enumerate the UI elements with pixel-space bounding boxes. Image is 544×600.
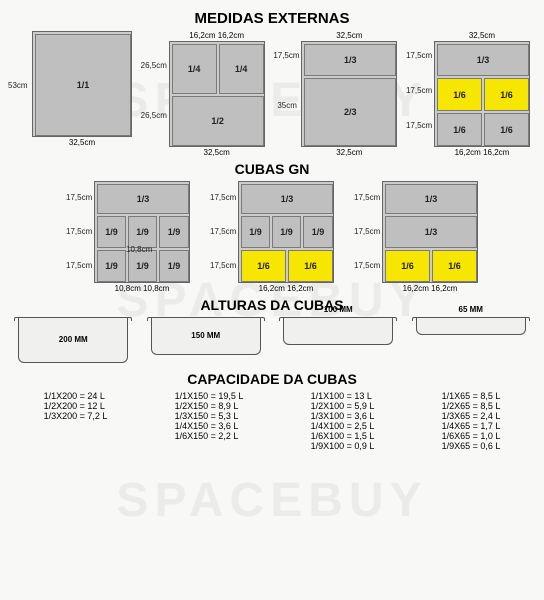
main-content: MEDIDAS EXTERNAS 1/1 53cm 32,5cm 16,2cm …	[0, 0, 544, 459]
title-externas: MEDIDAS EXTERNAS	[10, 10, 534, 27]
capacity-line: 1/4X65 = 1,7 L	[442, 421, 501, 431]
capacity-line: 1/2X150 = 8,9 L	[175, 401, 244, 411]
gn-cell-1-4: 1/4	[219, 44, 264, 94]
gn-cell-1-3: 1/3	[304, 44, 396, 76]
capacity-line: 1/3X150 = 5,3 L	[175, 411, 244, 421]
capacity-line: 1/2X200 = 12 L	[44, 401, 108, 411]
capacity-line: 1/6X150 = 2,2 L	[175, 431, 244, 441]
capacity-line: 1/6X100 = 1,5 L	[311, 431, 375, 441]
gn-cell-1-3: 1/3	[437, 44, 529, 76]
gn-cell-1-9: 1/9	[241, 216, 270, 248]
capacity-line: 1/4X150 = 3,6 L	[175, 421, 244, 431]
gn-cell-1-6: 1/6	[288, 250, 333, 282]
gn-cell-1-9: 1/9	[97, 250, 126, 282]
cubas-block-1: 1/31/91/91/91/91/91/9 17,5cm 17,5cm 17,5…	[66, 181, 190, 293]
gn-cell-1-3: 1/3	[385, 184, 477, 214]
capacity-line: 1/6X65 = 1,0 L	[442, 431, 501, 441]
gn-cell-1-3: 1/3	[241, 184, 333, 214]
capacity-line: 1/1X65 = 8,5 L	[442, 391, 501, 401]
externas-row: 1/1 53cm 32,5cm 16,2cm 16,2cm 1/41/41/2 …	[10, 31, 534, 157]
cap-col-1: 1/1X200 = 24 L1/2X200 = 12 L1/3X200 = 7,…	[44, 391, 108, 451]
cap-col-2: 1/1X150 = 19,5 L1/2X150 = 8,9 L1/3X150 =…	[175, 391, 244, 451]
ext-block-4: 32,5cm 1/31/61/61/61/6 17,5cm 17,5cm 17,…	[406, 31, 534, 157]
capacity-line: 1/3X100 = 3,6 L	[311, 411, 375, 421]
title-alturas: ALTURAS DA CUBAS	[10, 297, 534, 313]
gn-cell-1-9: 1/9	[128, 216, 157, 248]
gn-cell-1-9: 1/9	[128, 250, 157, 282]
capacity-line: 1/1X150 = 19,5 L	[175, 391, 244, 401]
cap-col-4: 1/1X65 = 8,5 L1/2X65 = 8,5 L1/3X65 = 2,4…	[442, 391, 501, 451]
gn-cell-1-9: 1/9	[272, 216, 301, 248]
gn-cell-1-6: 1/6	[385, 250, 430, 282]
cubas-block-2: 1/31/91/91/91/61/6 17,5cm 17,5cm 17,5cm …	[210, 181, 334, 293]
depth-200-MM: 200 MM	[18, 317, 128, 363]
capacity-line: 1/3X65 = 2,4 L	[442, 411, 501, 421]
gn-cell-1-6: 1/6	[437, 78, 482, 111]
capacity-line: 1/2X65 = 8,5 L	[442, 401, 501, 411]
ext-block-2: 16,2cm 16,2cm 1/41/41/2 26,5cm 26,5cm 32…	[141, 31, 265, 157]
ext-block-1: 1/1 53cm 32,5cm	[10, 31, 132, 157]
capacity-line: 1/3X200 = 7,2 L	[44, 411, 108, 421]
gn-cell-1-1: 1/1	[35, 34, 131, 136]
capacity-line: 1/2X100 = 5,9 L	[311, 401, 375, 411]
depth-65-MM: 65 MM	[416, 317, 526, 335]
capacity-line: 1/9X65 = 0,6 L	[442, 441, 501, 451]
gn-cell-1-6: 1/6	[432, 250, 477, 282]
gn-cell-1-3: 1/3	[385, 216, 477, 248]
gn-cell-1-6: 1/6	[241, 250, 286, 282]
gn-cell-1-9: 1/9	[159, 250, 189, 282]
gn-cell-2-3: 2/3	[304, 78, 396, 146]
cap-col-3: 1/1X100 = 13 L1/2X100 = 5,9 L1/3X100 = 3…	[311, 391, 375, 451]
gn-cell-1-2: 1/2	[172, 96, 264, 146]
alturas-row: 200 MM 150 MM 100 MM 65 MM	[10, 317, 534, 369]
cubas-block-3: 1/31/31/61/6 17,5cm 17,5cm 17,5cm 16,2cm…	[354, 181, 478, 293]
gn-cell-1-9: 1/9	[97, 216, 126, 248]
title-capacidade: CAPACIDADE DA CUBAS	[10, 371, 534, 387]
depth-150-MM: 150 MM	[151, 317, 261, 355]
cubas-row: 1/31/91/91/91/91/91/9 17,5cm 17,5cm 17,5…	[10, 181, 534, 293]
gn-cell-1-6: 1/6	[437, 113, 482, 146]
title-cubas: CUBAS GN	[10, 161, 534, 177]
capacidade-columns: 1/1X200 = 24 L1/2X200 = 12 L1/3X200 = 7,…	[10, 391, 534, 451]
capacity-line: 1/4X100 = 2,5 L	[311, 421, 375, 431]
capacity-line: 1/1X100 = 13 L	[311, 391, 375, 401]
gn-cell-1-6: 1/6	[484, 113, 529, 146]
capacity-line: 1/9X100 = 0,9 L	[311, 441, 375, 451]
gn-cell-1-9: 1/9	[303, 216, 333, 248]
gn-cell-1-6: 1/6	[484, 78, 529, 111]
capacity-line: 1/1X200 = 24 L	[44, 391, 108, 401]
gn-cell-1-3: 1/3	[97, 184, 189, 214]
ext-block-3: 32,5cm 1/32/3 17,5cm 35cm 32,5cm	[273, 31, 397, 157]
gn-cell-1-9: 1/9	[159, 216, 189, 248]
gn-cell-1-4: 1/4	[172, 44, 217, 94]
depth-100-MM: 100 MM	[283, 317, 393, 345]
